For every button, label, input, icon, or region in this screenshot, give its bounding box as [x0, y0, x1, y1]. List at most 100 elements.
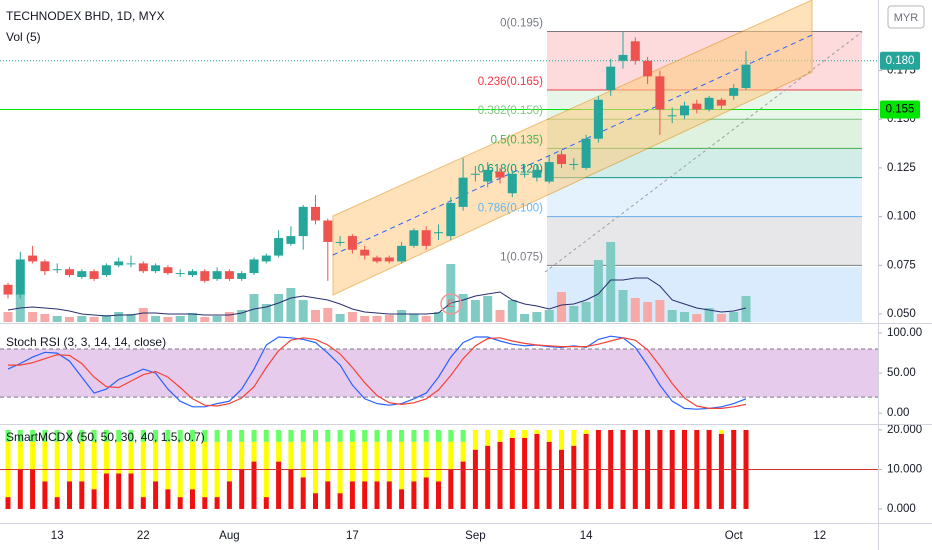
x-tick-label: 22 [137, 530, 150, 542]
candle-body [569, 164, 579, 166]
mcdx-bar [67, 429, 72, 442]
mcdx-bar [386, 441, 392, 482]
volume-bar [630, 298, 640, 322]
earnings-label[interactable]: E [447, 298, 454, 310]
mcdx-bar [522, 429, 528, 438]
mcdx-bar [460, 429, 466, 442]
candle-body [409, 230, 419, 246]
y-tick-label: 20.000 [887, 424, 922, 436]
candle-body [89, 271, 99, 279]
volume-bar [126, 314, 136, 322]
mcdx-bar [448, 469, 454, 509]
mcdx-bar [288, 441, 294, 470]
candle-body [606, 66, 616, 90]
mcdx-bar [436, 481, 441, 509]
volume-bar [470, 300, 480, 322]
mcdx-bar [472, 429, 478, 450]
candle-body [65, 269, 74, 276]
fib-level-label: 0.786(0.100) [478, 203, 543, 215]
earnings-marker[interactable] [440, 293, 462, 315]
candle-body [729, 88, 739, 96]
mcdx-bar [485, 429, 491, 446]
volume-bar [89, 317, 99, 322]
mcdx-bar [190, 489, 195, 509]
volume-bar [298, 300, 308, 322]
volume-bar [40, 314, 50, 322]
volume-bar [52, 316, 62, 322]
mcdx-bar [362, 481, 368, 509]
mcdx-bar [485, 445, 491, 509]
x-tick-label: Oct [725, 530, 744, 542]
mcdx-bar [263, 429, 269, 442]
volume-bar [741, 296, 751, 322]
candle-body [52, 269, 62, 271]
mcdx-bar [349, 481, 355, 509]
mcdx-bar [5, 497, 11, 509]
candle-body [507, 173, 517, 194]
mcdx-bar [54, 497, 60, 509]
currency-label[interactable]: MYR [894, 12, 919, 24]
mcdx-bar [128, 429, 134, 442]
volume-bar [311, 310, 320, 322]
volume-bar [286, 288, 296, 322]
y-tick-label: 0.00 [887, 407, 909, 419]
currency-button[interactable] [887, 5, 925, 29]
candle-body [470, 173, 480, 175]
volume-bar [716, 314, 726, 322]
candle-body [298, 206, 308, 237]
candle-body [667, 115, 677, 117]
volume-bar [3, 312, 13, 322]
y-tick-label: 0.075 [887, 259, 916, 271]
candle-body [311, 206, 320, 221]
volume-bar [397, 310, 407, 322]
mcdx-bar [448, 441, 454, 470]
mcdx-bar [534, 433, 540, 509]
volume-bar [557, 292, 566, 322]
candle-body [224, 271, 234, 279]
candle-body [3, 284, 13, 295]
fib-band [547, 216, 862, 266]
mcdx-bar [571, 429, 577, 446]
price-label-box [880, 51, 920, 70]
candle-body [15, 259, 25, 295]
volume-bar [237, 310, 247, 322]
mcdx-bar [251, 461, 257, 509]
mcdx-bar [116, 473, 122, 509]
volume-bar [175, 316, 185, 322]
mcdx-bar [42, 481, 48, 509]
mcdx-bar [288, 429, 294, 442]
mcdx-bar [497, 441, 503, 509]
mcdx-bar [337, 441, 343, 494]
mcdx-bar [337, 493, 343, 509]
mcdx-bar [300, 477, 306, 509]
mcdx-bar [165, 429, 171, 442]
channel-midline [332, 34, 813, 256]
mcdx-bar [349, 429, 355, 442]
volume-bar [138, 308, 148, 322]
mcdx-bar [263, 497, 269, 509]
candle-body [151, 265, 161, 272]
mcdx-bar [190, 441, 195, 490]
candle-body [421, 230, 431, 246]
mcdx-bar [239, 469, 245, 509]
mcdx-bar [399, 489, 405, 509]
mcdx-bar [386, 481, 392, 509]
mcdx-bar [251, 429, 257, 442]
mcdx-bar [325, 429, 331, 442]
volume-bar [667, 310, 677, 322]
x-tick-label: Aug [219, 530, 239, 542]
candle-body [323, 220, 333, 242]
mcdx-bar [79, 481, 85, 509]
mcdx-bar [411, 441, 417, 482]
volume-bar [224, 312, 234, 322]
candle-body [335, 241, 345, 243]
mcdx-bar [103, 429, 109, 442]
mcdx-bar [436, 429, 441, 442]
y-tick-label: 0.100 [887, 211, 916, 223]
candle-body [77, 271, 87, 278]
mcdx-bar [30, 429, 36, 442]
mcdx-bar [103, 441, 109, 474]
x-tick-label: 12 [813, 530, 826, 542]
volume-bar [446, 264, 456, 322]
